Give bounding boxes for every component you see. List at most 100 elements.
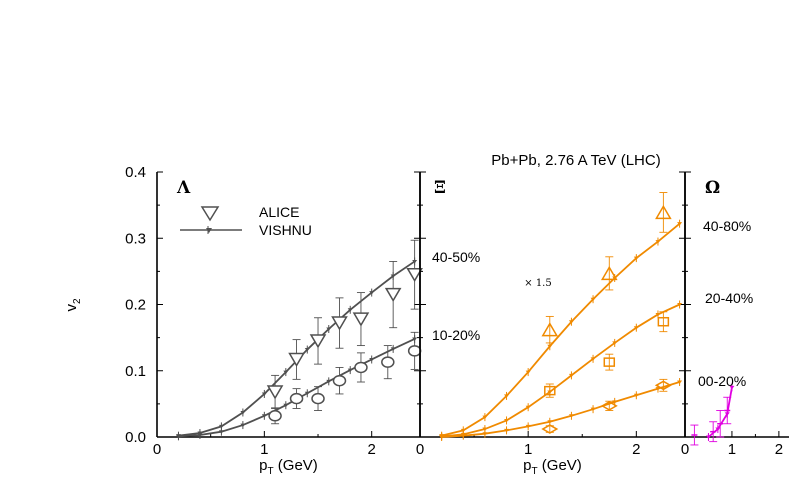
scale-note: × 1.5 <box>524 278 551 289</box>
x-tick-label: 1 <box>524 441 532 458</box>
model-curve-point-marker <box>218 430 224 434</box>
data-point <box>600 256 618 291</box>
panel-3: 0 1 2 Ω <box>681 171 789 458</box>
panels: 0.00.10.20.30.40 1 2pT (GeV)Λ0 1 2pT (GeV)Ξ×… <box>125 164 789 477</box>
model-curve-point-marker <box>633 393 639 398</box>
data-point <box>268 407 282 425</box>
circle-marker <box>268 410 282 422</box>
model-curve-point-marker <box>439 435 445 439</box>
model-curve-point-marker <box>633 256 639 261</box>
model-curve-point-marker <box>369 357 375 362</box>
model-curve-point-marker <box>304 348 310 352</box>
model-curve-point-marker <box>525 405 531 410</box>
model-curve-point-marker <box>240 410 246 415</box>
model-curve-point-marker <box>347 308 353 312</box>
square-marker <box>657 316 670 327</box>
centrality-label: 00-20% <box>698 373 746 389</box>
x-axis-label-main: p <box>259 457 267 474</box>
circle-marker <box>289 392 304 405</box>
model-curve-point-marker <box>504 394 510 398</box>
model-curve-point-marker <box>633 326 639 330</box>
model-curve-point-marker <box>390 347 396 351</box>
model-curve-point-marker <box>677 303 683 307</box>
data-point <box>544 383 556 398</box>
triangle-down-marker <box>352 312 370 327</box>
x-axis-label-main: p <box>523 457 531 474</box>
data-point <box>331 297 348 349</box>
model-curve-point-marker <box>326 327 332 332</box>
data-point <box>332 366 347 395</box>
x-tick-label: 0 <box>681 441 689 458</box>
centrality-label: 40-50% <box>432 249 480 265</box>
data-point <box>289 388 304 409</box>
model-curve-point-marker <box>482 415 488 420</box>
y-tick-label: 0.1 <box>125 363 146 380</box>
data-point <box>600 400 618 411</box>
data-point <box>311 386 325 411</box>
model-curve-point-marker <box>261 414 267 418</box>
data-point <box>354 352 368 383</box>
model-curve-point-marker <box>261 392 267 396</box>
model-curve <box>441 381 680 438</box>
legend-vishnu-line <box>180 226 242 234</box>
x-axis-label: pT (GeV) <box>259 457 318 477</box>
circle-marker <box>311 392 325 405</box>
model-curve-point-marker <box>326 379 332 384</box>
data-point <box>541 315 559 344</box>
model-curve-point-marker <box>504 428 510 433</box>
model-curve-point-marker <box>655 387 661 391</box>
triangle-down-marker <box>384 287 402 303</box>
model-curve <box>441 222 681 437</box>
svg-text:v2: v2 <box>63 298 83 312</box>
y-axis-label-sub: 2 <box>72 298 83 304</box>
x-axis-label: pT (GeV) <box>523 457 582 477</box>
data-point <box>603 353 616 371</box>
particle-label: Ω <box>705 178 720 198</box>
panel-1: 0 1 2 pT (GeV) Λ <box>153 171 423 477</box>
circle-marker <box>354 361 368 374</box>
centrality-label: 10-20% <box>432 327 480 343</box>
data-point <box>723 396 732 425</box>
model-curve-point-marker <box>715 427 721 432</box>
y-tick-label: 0.0 <box>125 429 146 446</box>
data-point <box>655 192 672 233</box>
data-point <box>384 260 402 329</box>
centrality-label: 20-40% <box>705 290 753 306</box>
data-point <box>716 410 725 438</box>
model-curve-point-marker <box>347 368 353 373</box>
model-curve-point-marker <box>240 423 246 428</box>
triangle-down-marker <box>331 316 348 331</box>
y-tick-label: 0.4 <box>125 164 146 181</box>
data-point <box>541 424 559 434</box>
model-curve-point-marker <box>304 391 310 396</box>
data-point <box>406 239 423 310</box>
model-curve-point-marker <box>677 380 683 385</box>
diamond-marker <box>654 380 672 391</box>
model-curve-point-marker <box>590 407 596 412</box>
circle-marker <box>381 356 395 368</box>
model-curve-point-marker <box>482 427 488 432</box>
model-curve-point-marker <box>568 320 574 324</box>
triangle-down-marker <box>406 267 423 283</box>
legend-vishnu-label: VISHNU <box>259 222 312 238</box>
circle-marker <box>407 345 422 357</box>
x-axis-label-unit: (GeV) <box>274 457 318 474</box>
data-point <box>266 374 284 409</box>
model-curve-point-marker <box>590 357 596 361</box>
model-curve-point-marker <box>677 222 683 226</box>
model-curve-point-marker <box>568 414 574 418</box>
square-marker <box>603 357 616 367</box>
chart-title: Pb+Pb, 2.76 A TeV (LHC) <box>491 152 660 169</box>
diamond-marker <box>600 400 618 411</box>
legend-alice-marker <box>200 206 220 222</box>
diamond-marker <box>541 424 559 434</box>
model-curve-point-marker <box>612 341 618 345</box>
model-curve-point-marker <box>369 291 375 295</box>
model-curve-point-marker <box>729 385 735 390</box>
triangle-down-marker <box>309 334 327 349</box>
model-curve-point-marker <box>283 403 289 408</box>
model-curve <box>441 303 680 438</box>
data-point <box>288 339 305 380</box>
triangle-up-marker <box>541 322 559 337</box>
